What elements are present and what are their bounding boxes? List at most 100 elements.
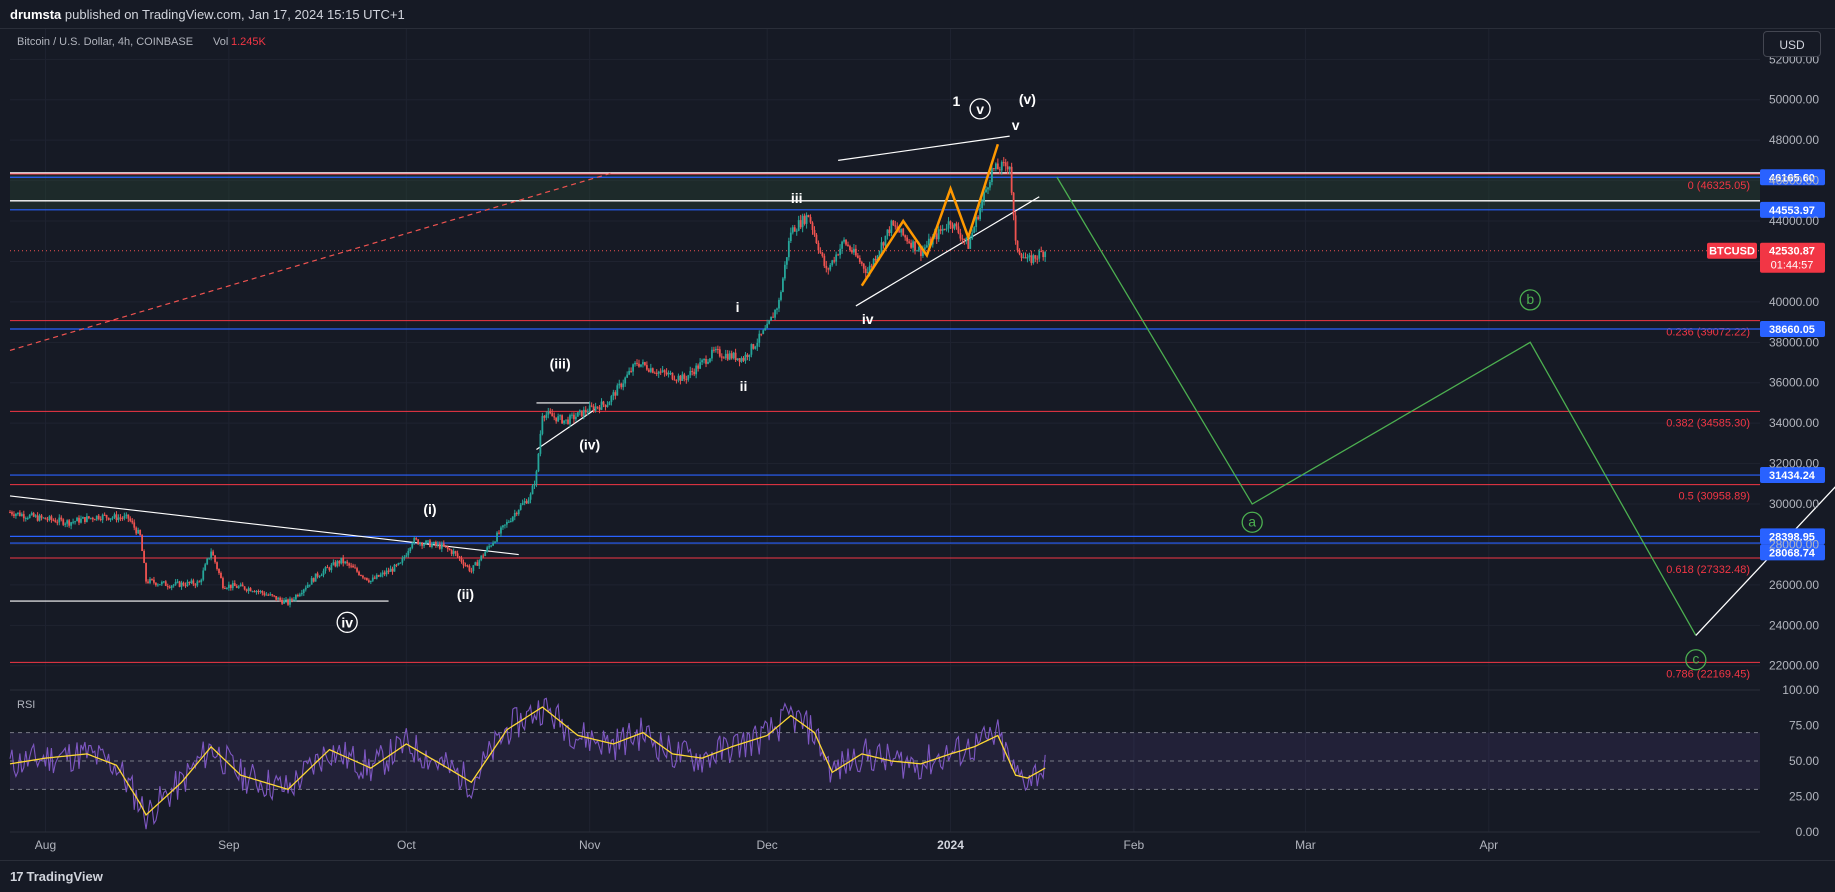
candle-body xyxy=(805,215,808,224)
y-tick-label: 50000.00 xyxy=(1769,93,1819,107)
candle-body xyxy=(949,221,952,225)
currency-button[interactable]: USD xyxy=(1763,31,1821,57)
wave-label: iv xyxy=(862,311,874,327)
wave-label: (iv) xyxy=(579,436,600,452)
candle-body xyxy=(111,517,114,519)
tradingview-logo[interactable]: 17 TradingView xyxy=(10,869,103,884)
candle-body xyxy=(265,594,268,596)
candle-body xyxy=(649,368,652,372)
candle-body xyxy=(318,576,321,578)
candle-body xyxy=(64,523,67,525)
author-name[interactable]: drumsta xyxy=(10,7,62,22)
candle-body xyxy=(137,529,140,534)
chart-canvas[interactable]: 0 (46325.05) 0.236 (39072.22) 0.382 (34585… xyxy=(0,0,1835,860)
candle-body xyxy=(902,228,905,236)
candle-body xyxy=(239,584,242,587)
candle-body xyxy=(273,595,276,597)
candle-body xyxy=(626,374,629,378)
candle-body xyxy=(574,416,577,420)
candle-body xyxy=(241,584,244,587)
candle-body xyxy=(951,224,954,229)
candle-body xyxy=(373,577,376,579)
candle-body xyxy=(129,518,132,521)
candle-body xyxy=(336,561,339,567)
price-candles xyxy=(9,157,1047,608)
candle-body xyxy=(644,362,646,366)
rsi-ma-line xyxy=(9,706,1046,817)
candle-body xyxy=(1038,250,1041,259)
candle-body xyxy=(908,241,911,243)
candle-body xyxy=(1004,162,1007,167)
candle-body xyxy=(1022,257,1025,259)
candle-body xyxy=(874,258,877,261)
candle-body xyxy=(440,543,443,549)
candle-body xyxy=(417,539,420,545)
candle-body xyxy=(961,238,964,240)
candle-body xyxy=(742,357,745,361)
y-tick-label: 36000.00 xyxy=(1769,376,1819,390)
candle-body xyxy=(904,235,907,238)
candle-body xyxy=(222,578,224,589)
candle-body xyxy=(348,563,351,566)
candle-body xyxy=(567,419,569,424)
candle-body xyxy=(1008,166,1011,170)
y-tick-label: 48000.00 xyxy=(1769,133,1819,147)
legend-vol-value: 1.245K xyxy=(231,36,267,48)
rsi-pane xyxy=(9,689,1760,830)
candle-body xyxy=(365,577,368,581)
candle-body xyxy=(291,598,293,600)
rsi-label[interactable]: RSI xyxy=(17,699,35,711)
wave-label: i xyxy=(736,299,740,315)
candle-body xyxy=(549,411,552,414)
level-price-badge xyxy=(1760,467,1825,484)
candle-body xyxy=(415,538,418,540)
candle-body xyxy=(835,254,838,262)
candle-body xyxy=(190,580,193,583)
abc-label: b xyxy=(1526,291,1534,307)
candle-body xyxy=(160,582,163,585)
candle-body xyxy=(764,328,767,331)
candle-body xyxy=(214,555,216,563)
candle-body xyxy=(833,260,836,262)
abc-projection-line xyxy=(1056,176,1697,636)
candle-body xyxy=(97,515,100,519)
abc-label-circle xyxy=(1685,649,1707,671)
candle-body xyxy=(606,405,609,407)
candle-body xyxy=(1034,255,1037,259)
candle-body xyxy=(965,237,968,241)
candle-body xyxy=(478,560,481,566)
candle-body xyxy=(229,584,232,589)
candle-body xyxy=(1042,251,1045,258)
candle-body xyxy=(590,405,593,407)
candle-body xyxy=(981,200,983,209)
candle-body xyxy=(381,572,384,575)
candle-body xyxy=(894,225,897,227)
candle-body xyxy=(645,365,648,370)
candle-body xyxy=(89,517,92,519)
candle-body xyxy=(145,563,147,582)
candle-body xyxy=(117,517,120,521)
wave-label: iii xyxy=(791,190,803,206)
candle-body xyxy=(123,515,126,519)
candle-body xyxy=(300,592,303,595)
candle-body xyxy=(208,557,211,559)
candle-body xyxy=(718,349,721,357)
candle-body xyxy=(170,585,173,588)
candle-body xyxy=(586,412,589,414)
x-tick-label: Sep xyxy=(218,838,240,852)
candle-body xyxy=(993,168,995,170)
candle-body xyxy=(998,169,1001,171)
legend-symbol[interactable]: Bitcoin / U.S. Dollar, 4h, COINBASE xyxy=(17,36,193,48)
candle-body xyxy=(42,517,45,519)
candle-body xyxy=(70,522,73,526)
candle-body xyxy=(121,517,124,519)
candle-body xyxy=(139,529,142,536)
candle-body xyxy=(561,415,563,424)
candle-body xyxy=(429,540,431,547)
level-price-label: 46165.60 xyxy=(1769,172,1815,184)
candle-body xyxy=(594,406,597,411)
candle-body xyxy=(667,372,670,375)
candle-body xyxy=(172,584,175,586)
candle-body xyxy=(787,240,790,258)
candle-body xyxy=(496,532,498,542)
